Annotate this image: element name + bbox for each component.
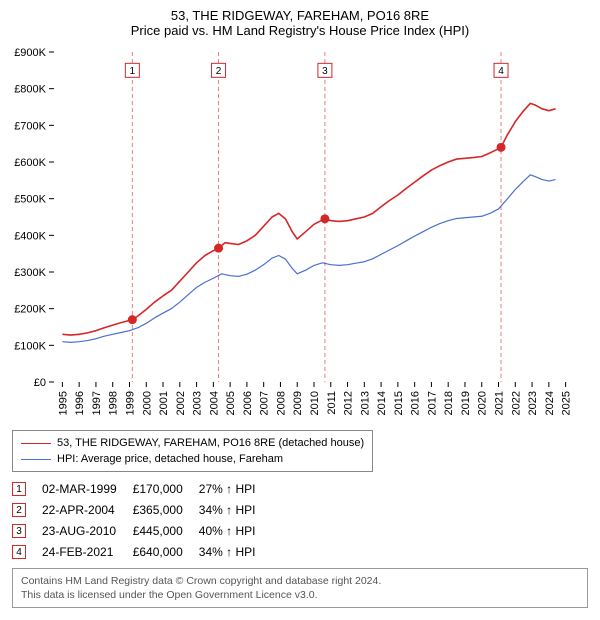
event-price: £365,000 <box>133 499 199 520</box>
event-price: £640,000 <box>133 541 199 562</box>
svg-text:2001: 2001 <box>158 391 170 415</box>
svg-text:2002: 2002 <box>175 391 187 415</box>
svg-text:2015: 2015 <box>393 391 405 415</box>
svg-text:2000: 2000 <box>141 391 153 415</box>
event-row: 1 02-MAR-1999£170,00027% ↑ HPI <box>12 478 271 499</box>
event-marker-cell: 2 <box>12 499 42 520</box>
legend-item-hpi: HPI: Average price, detached house, Fare… <box>21 451 364 467</box>
svg-text:2012: 2012 <box>343 391 355 415</box>
svg-text:2006: 2006 <box>242 391 254 415</box>
svg-text:£500K: £500K <box>14 194 46 206</box>
event-delta: 27% ↑ HPI <box>199 478 272 499</box>
svg-text:2020: 2020 <box>477 391 489 415</box>
svg-text:£100K: £100K <box>14 340 46 352</box>
event-delta: 34% ↑ HPI <box>199 499 272 520</box>
svg-text:2003: 2003 <box>192 391 204 415</box>
svg-text:2024: 2024 <box>544 391 556 415</box>
event-delta: 34% ↑ HPI <box>199 541 272 562</box>
footer-line-2: This data is licensed under the Open Gov… <box>21 588 579 602</box>
svg-text:2: 2 <box>216 66 222 77</box>
event-marker: 2 <box>12 503 26 517</box>
legend-label: HPI: Average price, detached house, Fare… <box>57 451 283 467</box>
svg-text:2004: 2004 <box>208 391 220 415</box>
event-date: 24-FEB-2021 <box>42 541 133 562</box>
svg-text:4: 4 <box>498 66 504 77</box>
event-price: £445,000 <box>133 520 199 541</box>
event-marker: 4 <box>12 545 26 559</box>
svg-text:1996: 1996 <box>74 391 86 415</box>
svg-text:2019: 2019 <box>460 391 472 415</box>
svg-text:2008: 2008 <box>275 391 287 415</box>
svg-text:2005: 2005 <box>225 391 237 415</box>
svg-text:£200K: £200K <box>14 304 46 316</box>
legend-swatch <box>21 443 51 444</box>
svg-text:2017: 2017 <box>426 391 438 415</box>
legend-label: 53, THE RIDGEWAY, FAREHAM, PO16 8RE (det… <box>57 435 364 451</box>
event-marker: 3 <box>12 524 26 538</box>
event-marker-cell: 4 <box>12 541 42 562</box>
event-date: 02-MAR-1999 <box>42 478 133 499</box>
svg-text:£300K: £300K <box>14 267 46 279</box>
svg-text:3: 3 <box>322 66 328 77</box>
svg-text:£600K: £600K <box>14 157 46 169</box>
footer: Contains HM Land Registry data © Crown c… <box>12 568 588 608</box>
chart-legend: 53, THE RIDGEWAY, FAREHAM, PO16 8RE (det… <box>12 430 373 472</box>
footer-line-1: Contains HM Land Registry data © Crown c… <box>21 574 579 588</box>
svg-text:2014: 2014 <box>376 391 388 415</box>
event-row: 4 24-FEB-2021£640,00034% ↑ HPI <box>12 541 271 562</box>
event-date: 22-APR-2004 <box>42 499 133 520</box>
svg-text:1997: 1997 <box>91 391 103 415</box>
svg-text:2018: 2018 <box>443 391 455 415</box>
svg-text:£400K: £400K <box>14 230 46 242</box>
svg-text:1998: 1998 <box>108 391 120 415</box>
chart-canvas: 1 2 3 4 £0 £100K £200K £300K £400K £500K £600K £700… <box>12 46 588 426</box>
legend-swatch <box>21 459 51 460</box>
svg-text:£700K: £700K <box>14 120 46 132</box>
svg-text:1995: 1995 <box>57 391 69 415</box>
svg-text:£800K: £800K <box>14 84 46 96</box>
event-row: 2 22-APR-2004£365,00034% ↑ HPI <box>12 499 271 520</box>
event-delta: 40% ↑ HPI <box>199 520 272 541</box>
svg-text:£0: £0 <box>34 377 46 389</box>
svg-text:2007: 2007 <box>259 391 271 415</box>
event-row: 3 23-AUG-2010£445,00040% ↑ HPI <box>12 520 271 541</box>
page-title-2: Price paid vs. HM Land Registry's House … <box>12 23 588 38</box>
svg-text:2009: 2009 <box>292 391 304 415</box>
svg-text:2021: 2021 <box>494 391 506 415</box>
event-price: £170,000 <box>133 478 199 499</box>
event-marker-cell: 3 <box>12 520 42 541</box>
svg-text:1999: 1999 <box>124 391 136 415</box>
event-marker-cell: 1 <box>12 478 42 499</box>
svg-text:2022: 2022 <box>510 391 522 415</box>
legend-item-property: 53, THE RIDGEWAY, FAREHAM, PO16 8RE (det… <box>21 435 364 451</box>
event-marker: 1 <box>12 482 26 496</box>
svg-text:2010: 2010 <box>309 391 321 415</box>
svg-text:£900K: £900K <box>14 47 46 59</box>
svg-text:2011: 2011 <box>326 391 338 415</box>
svg-text:2023: 2023 <box>527 391 539 415</box>
svg-text:2025: 2025 <box>561 391 573 415</box>
svg-text:1: 1 <box>130 66 136 77</box>
page-title-1: 53, THE RIDGEWAY, FAREHAM, PO16 8RE <box>12 8 588 23</box>
svg-text:2013: 2013 <box>359 391 371 415</box>
event-date: 23-AUG-2010 <box>42 520 133 541</box>
price-chart: 1 2 3 4 £0 £100K £200K £300K £400K £500K £600K £700… <box>12 46 588 426</box>
svg-text:2016: 2016 <box>410 391 422 415</box>
events-table: 1 02-MAR-1999£170,00027% ↑ HPI 2 22-APR-200… <box>12 478 271 562</box>
